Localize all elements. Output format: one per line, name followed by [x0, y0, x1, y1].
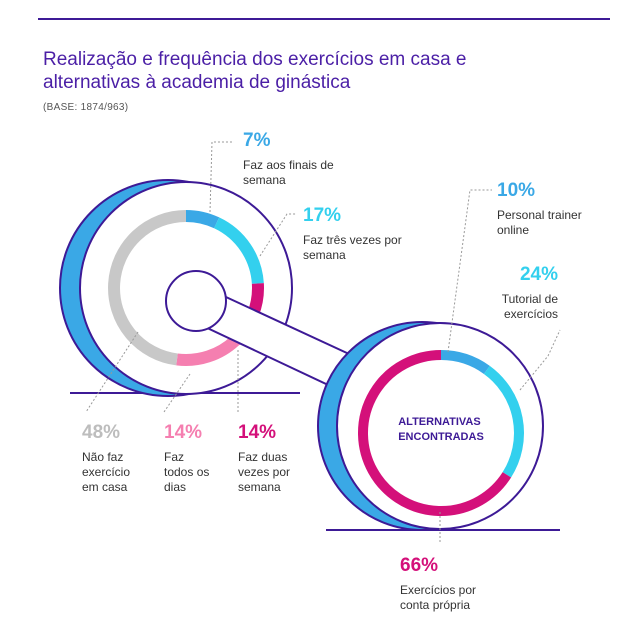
right-donut-ring — [358, 350, 524, 516]
leader-17 — [259, 213, 297, 257]
donut-slice-ring2-2 — [358, 350, 512, 516]
donut-slice-ring1-3 — [176, 335, 240, 366]
base-note: (BASE: 1874/963) — [43, 102, 129, 113]
right-donut-center-label: ALTERNATIVAS ENCONTRADAS — [398, 416, 484, 443]
label-14-magenta: 14% Faz duas vezes por semana — [238, 422, 291, 494]
left-hub — [165, 270, 227, 332]
donut-slice-ring1-0 — [185, 210, 220, 229]
label-7: 7% Faz aos finais de semana — [243, 130, 334, 187]
page-title: Realização e frequência dos exercícios e… — [43, 49, 467, 93]
label-24: 24% Tutorial de exercícios — [501, 264, 558, 321]
label-66: 66% Exercícios por conta própria — [400, 555, 477, 612]
donut-slice-ring2-0 — [440, 350, 490, 375]
leader-lines — [85, 141, 561, 542]
label-14-pink: 14% Faz todos os dias — [164, 422, 210, 494]
label-48: 48% Não faz exercício em casa — [82, 422, 131, 494]
label-17: 17% Faz três vezes por semana — [303, 205, 402, 262]
donut-slice-ring1-1 — [213, 217, 264, 285]
donut-slice-ring1-4 — [108, 210, 187, 366]
top-rule — [38, 18, 610, 20]
donut-slice-ring2-1 — [483, 365, 524, 478]
leader-7 — [209, 141, 234, 213]
leader-24 — [519, 329, 561, 391]
label-10: 10% Personal trainer online — [497, 180, 582, 237]
